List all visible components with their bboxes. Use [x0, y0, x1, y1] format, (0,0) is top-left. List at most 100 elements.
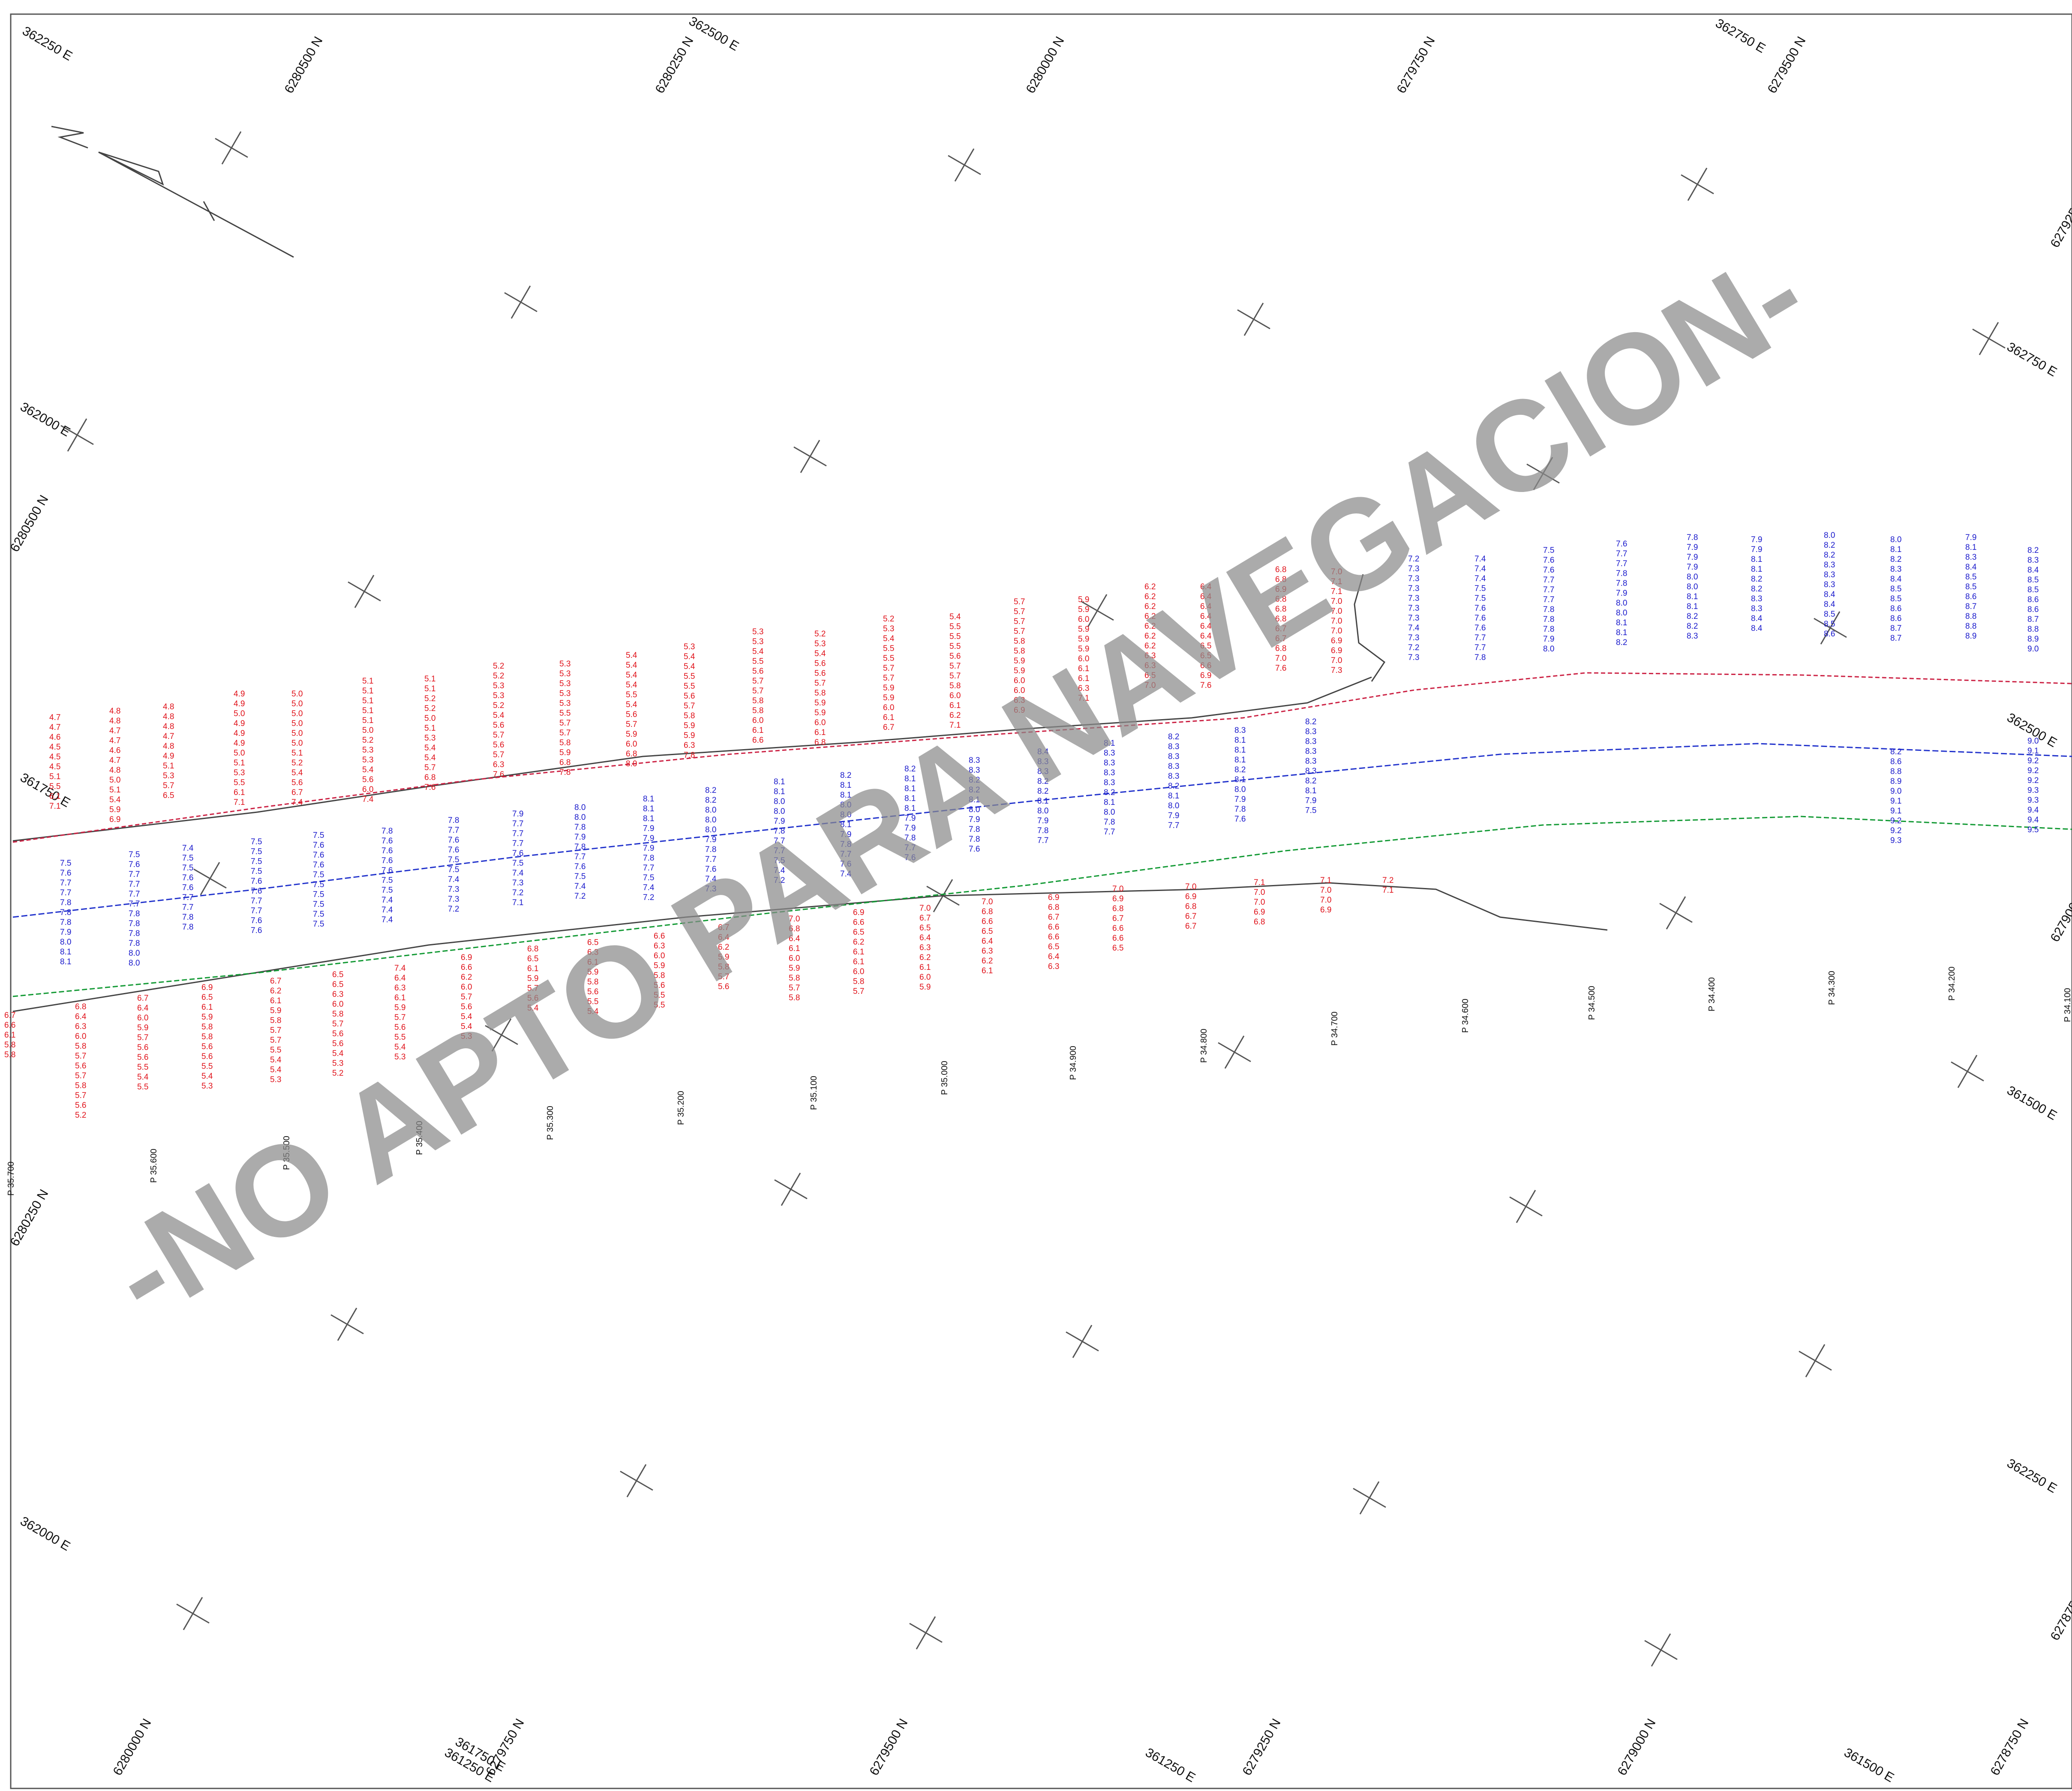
- sounding-value: 6.8: [1185, 902, 1196, 911]
- sounding-value: 7.7: [1104, 828, 1115, 837]
- sounding-value: 7.9: [1687, 553, 1698, 562]
- sounding-value: 5.7: [1014, 607, 1025, 616]
- sounding-value: 8.1: [1234, 736, 1246, 745]
- sounding-value: 7.8: [1474, 653, 1486, 662]
- sounding-value: 8.3: [1168, 742, 1179, 751]
- sounding-value: 7.7: [182, 893, 193, 902]
- sounding-value: 7.7: [512, 819, 523, 828]
- channel-center-line: [12, 743, 2072, 918]
- sounding-value: 6.0: [75, 1032, 86, 1041]
- sounding-value: 8.1: [1234, 746, 1246, 755]
- sounding-value: 8.3: [1305, 767, 1316, 776]
- sounding-value: 4.9: [234, 729, 245, 738]
- sounding-value: 8.0: [1543, 645, 1554, 654]
- sounding-value: 6.6: [1200, 661, 1211, 670]
- sounding-value: 7.8: [1616, 579, 1627, 588]
- sounding-value: 7.3: [448, 885, 459, 894]
- sounding-value: 7.0: [1254, 888, 1265, 897]
- sounding-value: 7.6: [448, 836, 459, 845]
- sounding-value: 5.0: [291, 739, 303, 748]
- sounding-value: 6.6: [654, 932, 665, 941]
- sounding-value: 5.8: [75, 1081, 86, 1090]
- sounding-value: 7.6: [251, 877, 262, 886]
- sounding-value: 5.2: [814, 630, 826, 639]
- sounding-value: 8.5: [1824, 620, 1835, 629]
- sounding-value: 5.4: [493, 711, 504, 720]
- sounding-value: 9.3: [2027, 796, 2039, 805]
- sounding-value: 6.4: [789, 934, 800, 943]
- sounding-value: 7.9: [904, 814, 916, 823]
- sounding-value: 5.6: [814, 669, 826, 678]
- sounding-value: 5.4: [626, 671, 637, 680]
- sounding-value: 7.8: [684, 751, 695, 760]
- sounding-value: 5.1: [49, 772, 60, 781]
- sounding-value: 7.0: [1331, 607, 1342, 616]
- grid-cross-line: [67, 418, 87, 452]
- sounding-value: 6.3: [587, 948, 598, 957]
- sounding-value: 6.8: [1254, 918, 1265, 927]
- sounding-value: 7.4: [394, 964, 406, 973]
- sounding-value: 5.7: [752, 677, 763, 686]
- sounding-value: 7.2: [448, 905, 459, 914]
- sounding-value: 6.0: [137, 1014, 148, 1023]
- sounding-value: 7.9: [1687, 543, 1698, 552]
- sounding-value: 7.7: [774, 846, 785, 855]
- sounding-value: 7.7: [904, 843, 916, 852]
- sounding-value: 7.8: [904, 834, 916, 843]
- sounding-value: 6.3: [75, 1022, 86, 1031]
- chart-neatline: [10, 13, 2072, 1789]
- grid-cross-line: [1687, 168, 1708, 201]
- sounding-value: 7.6: [1474, 604, 1486, 613]
- sounding-value: 7.6: [251, 916, 262, 925]
- sounding-value: 5.3: [559, 679, 571, 688]
- sounding-value: 6.5: [527, 954, 538, 963]
- grid-cross-line: [781, 1173, 801, 1206]
- sounding-value: 5.5: [883, 654, 894, 663]
- sounding-value: 7.7: [129, 880, 140, 889]
- sounding-value: 5.8: [718, 963, 729, 972]
- sounding-value: 6.8: [1275, 615, 1286, 624]
- sounding-value: 5.8: [4, 1050, 15, 1059]
- sounding-value: 9.1: [1890, 797, 1901, 806]
- sounding-value: 8.4: [1965, 563, 1977, 572]
- grid-cross-line: [626, 1464, 647, 1497]
- sounding-value: 7.5: [129, 850, 140, 859]
- sounding-value: 6.9: [1331, 646, 1342, 655]
- sounding-value: 5.6: [362, 775, 373, 784]
- sounding-value: 6.9: [853, 908, 864, 917]
- sounding-value: 6.1: [270, 996, 281, 1005]
- sounding-value: 5.8: [789, 993, 800, 1002]
- sounding-value: 7.6: [251, 926, 262, 935]
- sounding-value: 8.3: [1305, 747, 1316, 756]
- sounding-value: 7.9: [643, 844, 654, 853]
- sounding-value: 5.5: [49, 782, 60, 791]
- north-arrow: [51, 126, 294, 258]
- sounding-value: 8.5: [1965, 582, 1976, 591]
- north-arrow-letter-n: [51, 126, 88, 149]
- sounding-value: 5.7: [789, 984, 800, 993]
- sounding-value: 7.5: [774, 856, 785, 865]
- sounding-value: 5.6: [493, 721, 504, 730]
- sounding-value: 9.2: [2027, 766, 2039, 775]
- sounding-value: 8.3: [1751, 604, 1762, 613]
- sounding-value: 6.1: [814, 728, 826, 737]
- sounding-value: 9.1: [1890, 807, 1901, 816]
- sounding-value: 5.3: [752, 627, 763, 636]
- sounding-value: 6.3: [919, 943, 931, 952]
- sounding-value: 6.8: [626, 750, 637, 759]
- sounding-value: 7.1: [512, 898, 523, 907]
- sounding-value: 8.8: [1890, 767, 1901, 776]
- grid-cross-line: [1072, 1325, 1093, 1358]
- sounding-value: 8.1: [774, 777, 785, 786]
- sounding-value: 6.9: [1200, 671, 1211, 680]
- sounding-value: 7.6: [969, 845, 980, 854]
- sounding-value: 8.2: [1168, 732, 1179, 741]
- sounding-value: 6.6: [461, 963, 472, 972]
- sounding-value: 5.8: [587, 978, 598, 987]
- sounding-value: 6.2: [461, 973, 472, 982]
- sounding-value: 7.7: [1168, 821, 1179, 830]
- sounding-value: 7.0: [919, 904, 931, 913]
- sounding-value: 7.9: [969, 815, 980, 824]
- sounding-value: 7.6: [1234, 815, 1246, 824]
- sounding-value: 7.4: [840, 870, 852, 879]
